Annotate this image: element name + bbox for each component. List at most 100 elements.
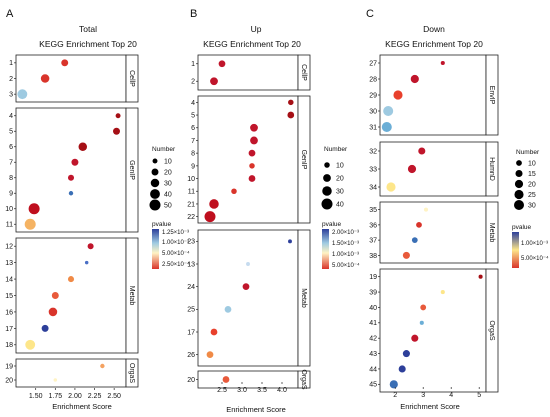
panel-a-y-tick-label: 18 [5,342,13,349]
panel-c-y-tick-label: 45 [369,382,377,389]
panel-c-point [383,106,394,116]
panel-a-size-legend-label: 20 [164,169,172,176]
panel-a-y-tick-label: 4 [9,113,13,120]
panel-a-point [25,339,36,350]
panel-b-y-tick-label: 21 [187,201,195,208]
panel-c-facet-strip [485,141,499,197]
panel-a-y-tick-label: 5 [9,129,13,136]
panel-a-y-tick-label: 11 [6,222,13,229]
panel-b-point [287,111,295,119]
panel-b-y-tick-label: 10 [187,176,195,183]
panel-a-colorbar-label: 2.50×10⁻⁴ [162,261,190,268]
panel-a-point [100,363,105,369]
panel-a-size-legend-label: 30 [164,180,172,187]
panel-b-y-tick-label: 6 [191,125,195,132]
panel-a-y-tick-label: 6 [9,144,13,151]
panel-a-point [61,59,69,67]
panel-b-size-legend-dot [324,162,330,168]
panel-b-point [231,188,237,194]
panel-b-colorbar-label: 5.00×10⁻⁴ [332,262,360,269]
panel-a-point [48,307,58,317]
panel-a-size-legend-label: 50 [164,202,172,209]
panel-c-point [423,207,429,212]
panel-b-size-legend-label: 40 [336,201,344,208]
panel-a-y-tick-label: 8 [9,175,13,182]
panel-a-point [41,324,49,332]
panel-a-point [71,158,79,166]
panel-c-y-tick-label: 27 [369,60,377,67]
panel-a-size-legend-label: 40 [164,191,172,198]
panel-c-x-tick-label: 2 [393,392,397,399]
panel-b-subtitle: KEGG Enrichment Top 20 [203,39,301,49]
panel-c-colorbar-label: 1.00×10⁻³ [521,241,548,247]
panel-a-colorbar-label: 1.25×10⁻³ [162,230,189,236]
panel-b-title: Up [251,24,262,34]
panel-b-size-legend-label: 10 [336,162,344,169]
panel-c-point [407,164,417,174]
panel-c-facet-strip [485,54,499,136]
panel-c-y-tick-label: 33 [369,166,377,173]
panel-b-y-tick-label: 13 [187,261,195,268]
panel-a-facet-strip [125,54,139,103]
panel-c-point [402,251,410,259]
panel-c-y-tick-label: 34 [369,184,377,191]
panel-c-y-tick-label: 37 [369,238,377,245]
panel-a-point [115,113,121,119]
panel-c-size-legend-dot [516,160,522,166]
panel-b-point [224,305,232,313]
panel-b-point [250,123,258,132]
panel-a-facet-box [15,358,127,388]
panel-a-size-legend-title: Number [152,146,176,153]
panel-b-y-tick-label: 4 [191,100,195,107]
panel-c-point [411,237,418,244]
panel-b-colorbar-label: 1.00×10⁻³ [332,252,359,258]
panel-b-point [218,60,226,68]
panel-b-facet-strip [297,95,311,224]
panel-a-colorbar-label: 1.00×10⁻³ [162,240,189,246]
panel-a-y-tick-label: 3 [9,92,13,99]
panel-b-point [250,136,258,145]
panel-c-y-tick-label: 42 [369,336,377,343]
panel-b-y-tick-label: 24 [187,284,195,291]
panel-a-y-tick-label: 19 [5,363,13,370]
panel-c-x-tick-label: 5 [477,392,481,399]
panel-c-size-legend-dot [515,169,523,178]
panel-c-xlabel: Enrichment Score [400,402,460,411]
panel-a-x-tick-label: 1.75 [48,393,62,400]
panel-b-size-legend-label: 30 [336,188,344,195]
panel-c-point [420,304,427,311]
panel-b-facet-label: OrgaS [300,369,307,390]
panel-a-y-tick-label: 15 [5,293,13,300]
panel-c-point [418,147,426,155]
panel-c-facet-strip [485,201,499,264]
panel-b-size-legend-dot [321,198,333,210]
panel-b-color-legend-title: pvalue [322,221,342,228]
panel-b-y-tick-label: 20 [187,377,195,384]
panel-a-facet-box [15,54,127,103]
panel-a-colorbar [152,229,159,269]
panel-b-xlabel: Enrichment Score [226,405,286,414]
panel-a-point [84,260,89,265]
panel-c-point [381,122,392,132]
panel-c-point [398,365,406,373]
panel-b-y-tick-label: 26 [187,352,195,359]
panel-a-y-tick-label: 1 [9,60,13,67]
panel-a-size-legend-label: 10 [164,158,172,165]
panel-b-y-tick-label: 2 [191,79,195,86]
panel-c-y-tick-label: 19 [369,274,377,281]
panel-c-facet-label: HumnD [488,157,495,181]
panel-a-colorbar-label: 5.00×10⁻⁴ [162,250,190,257]
panel-a-subtitle: KEGG Enrichment Top 20 [39,39,137,49]
panel-c-y-tick-label: 35 [369,207,377,214]
panel-b-facet-strip [297,370,311,389]
panel-a-y-tick-label: 14 [5,276,13,283]
panel-c-point [411,334,419,342]
panel-c-facet-box [379,141,487,197]
panel-c-y-tick-label: 31 [369,124,377,131]
panel-b-x-tick-label: 4.0 [277,387,287,394]
panel-c-size-legend-label: 15 [528,171,536,178]
panel-b-facet-box [197,370,299,389]
panel-b-point [210,328,218,336]
panel-b-point [249,163,255,169]
panel-b-y-tick-label: 22 [187,214,195,221]
